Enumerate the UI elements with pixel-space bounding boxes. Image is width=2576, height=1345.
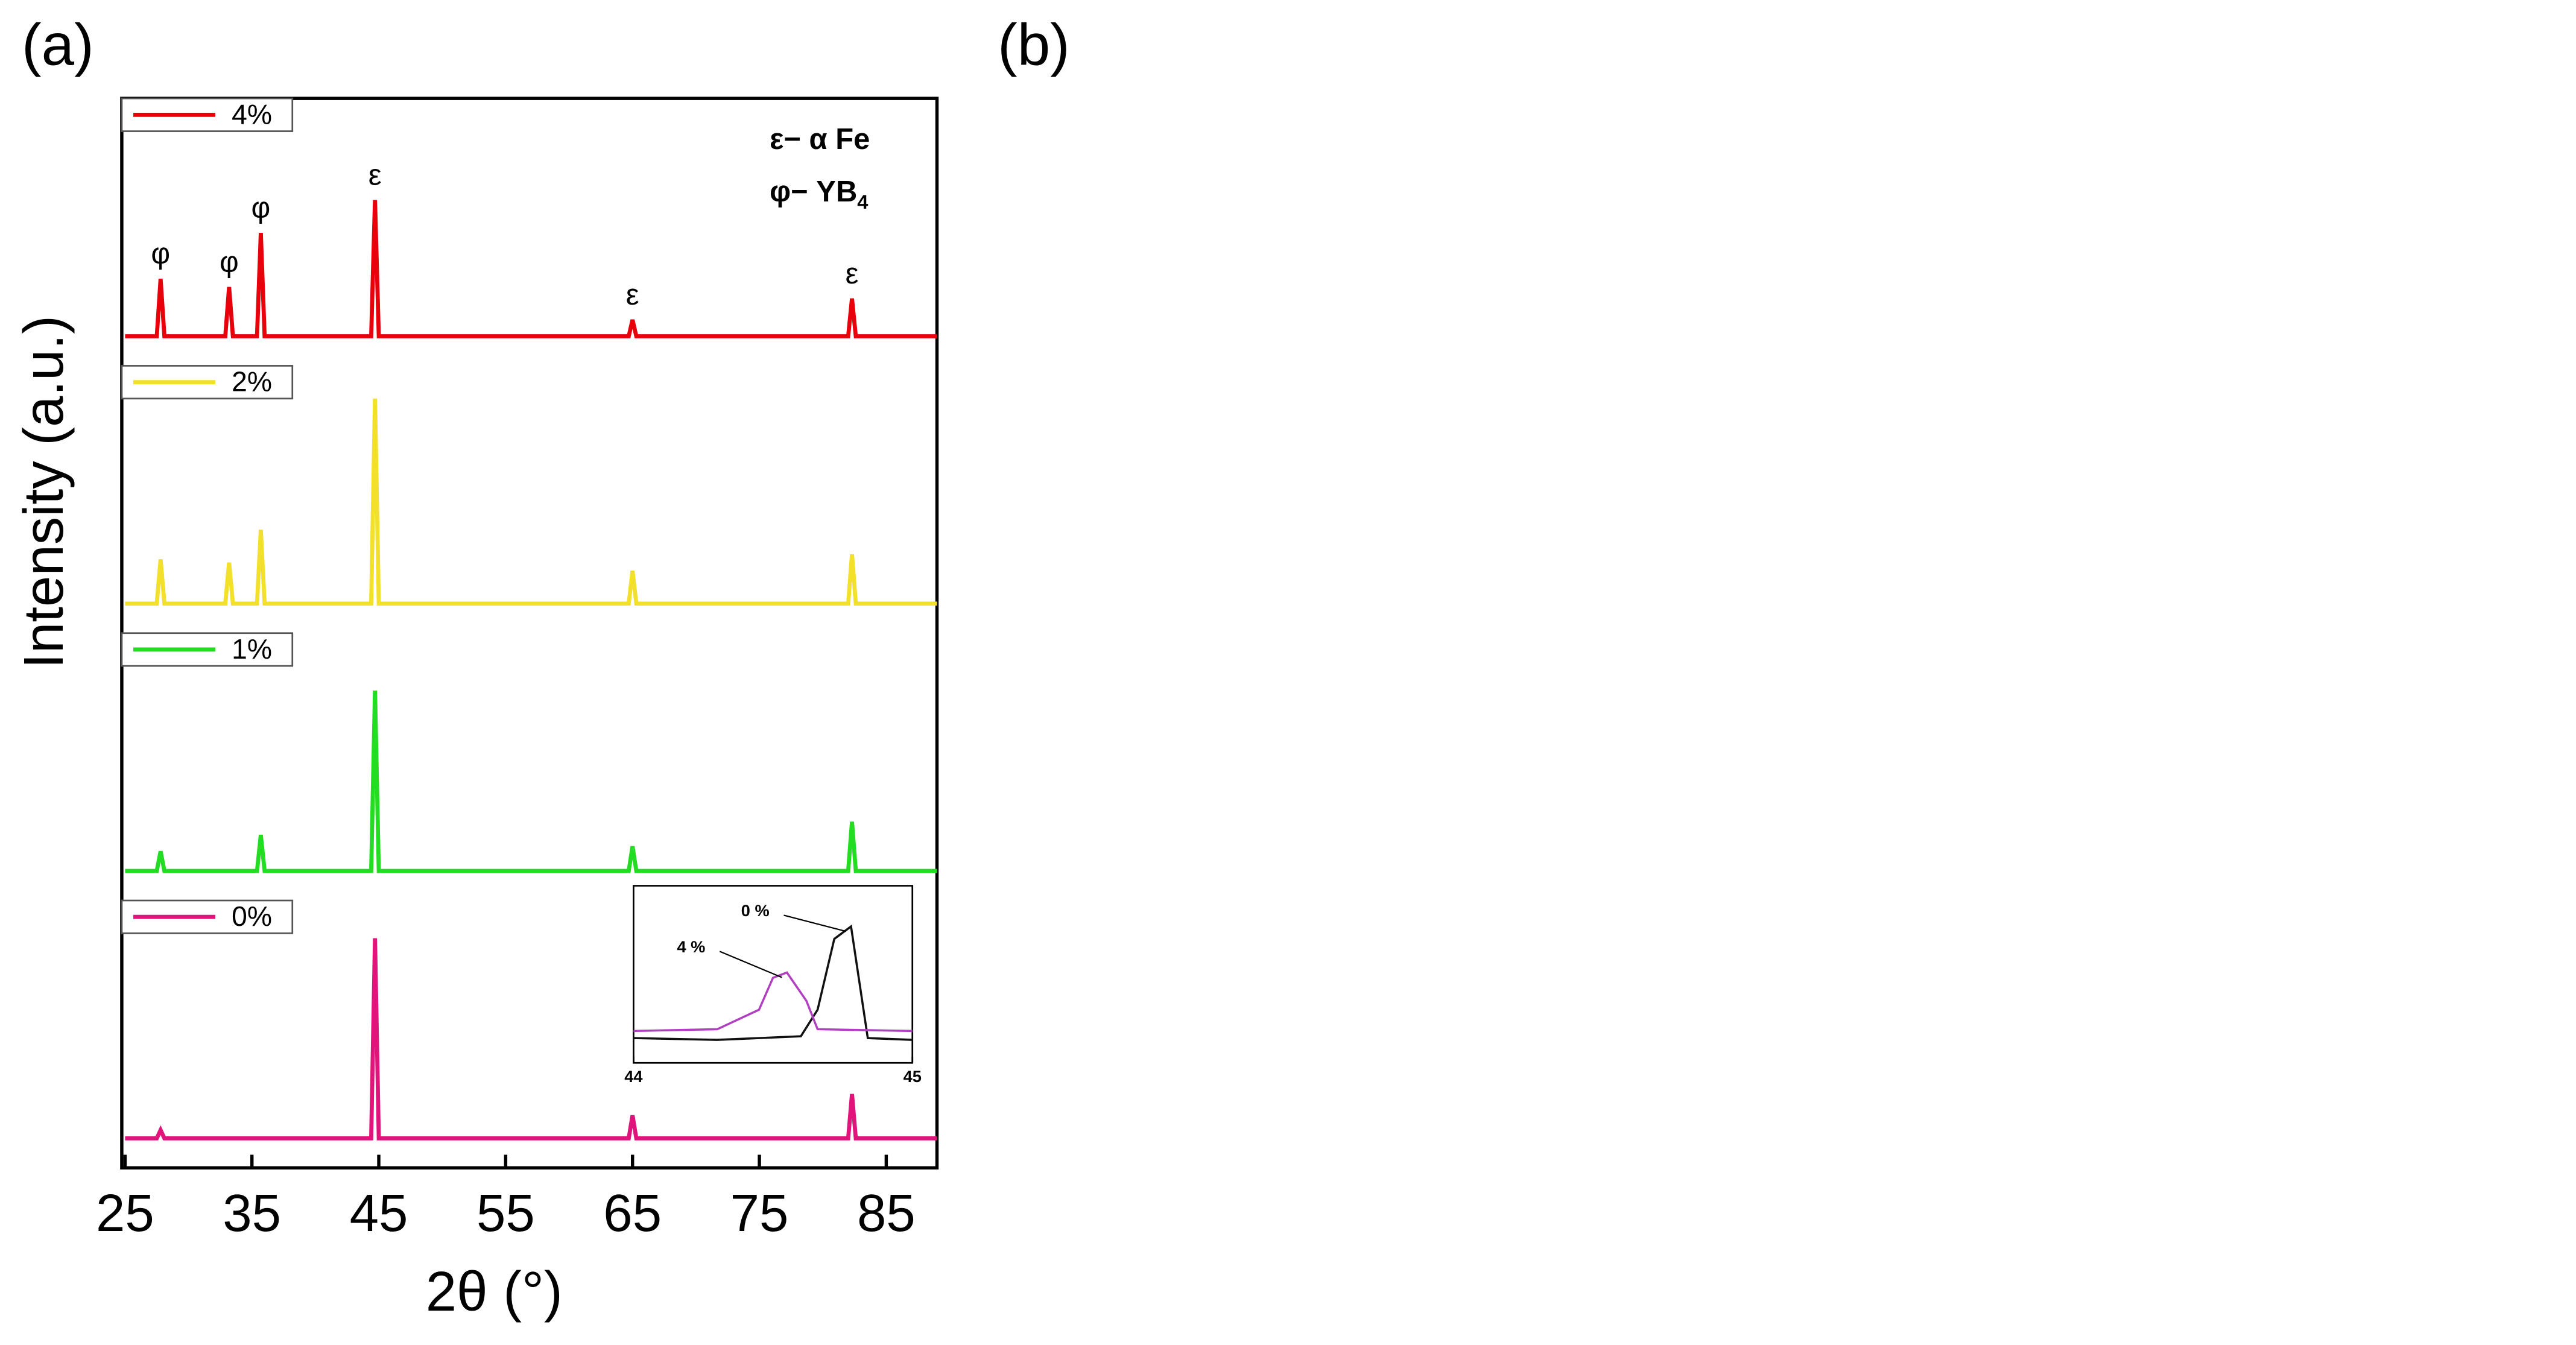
peak-label: φ bbox=[151, 238, 170, 270]
legend-label: 0% bbox=[232, 900, 272, 932]
peak-label: φ bbox=[252, 192, 271, 224]
phase-note-text: ε− α Fe bbox=[770, 123, 870, 156]
x-tick-label: 85 bbox=[857, 1184, 916, 1242]
inset-x-tick-label: 45 bbox=[903, 1067, 922, 1086]
inset-x-tick-label: 44 bbox=[624, 1067, 642, 1086]
x-tick-label: 55 bbox=[476, 1184, 535, 1242]
peak-label: ε bbox=[846, 258, 859, 290]
inset-arrow bbox=[783, 914, 847, 932]
inset-label: 0 % bbox=[741, 901, 770, 920]
phase-note: ε− α Fe bbox=[770, 123, 870, 156]
xrd-trace bbox=[125, 938, 937, 1141]
phase-note: φ− YB4 bbox=[770, 176, 868, 213]
y-axis-label: Intensity (a.u.) bbox=[12, 315, 75, 669]
phase-note-text: φ− YB bbox=[770, 176, 857, 208]
x-tick-label: 75 bbox=[730, 1184, 789, 1242]
inset-trace bbox=[633, 924, 913, 1041]
inset-trace bbox=[633, 971, 913, 1033]
panel-label: (a) bbox=[22, 11, 94, 77]
xrd-trace bbox=[125, 690, 937, 873]
x-axis-label: 2θ (°) bbox=[426, 1260, 563, 1323]
peak-label: ε bbox=[369, 159, 382, 192]
x-tick-label: 45 bbox=[350, 1184, 408, 1242]
xrd-trace bbox=[125, 200, 937, 338]
legend-label: 1% bbox=[232, 633, 272, 665]
xrd-trace bbox=[125, 398, 937, 606]
x-tick-label: 65 bbox=[603, 1184, 662, 1242]
legend-label: 2% bbox=[232, 366, 272, 397]
phase-note-sub: 4 bbox=[857, 191, 868, 213]
x-tick-label: 25 bbox=[96, 1184, 154, 1242]
inset-arrow bbox=[719, 951, 782, 978]
peak-label: φ bbox=[220, 246, 239, 279]
legend-label: 4% bbox=[232, 98, 272, 130]
panel-label: (b) bbox=[998, 11, 1070, 77]
x-tick-label: 35 bbox=[223, 1184, 281, 1242]
inset-label: 4 % bbox=[677, 937, 705, 956]
peak-label: ε bbox=[626, 279, 639, 311]
